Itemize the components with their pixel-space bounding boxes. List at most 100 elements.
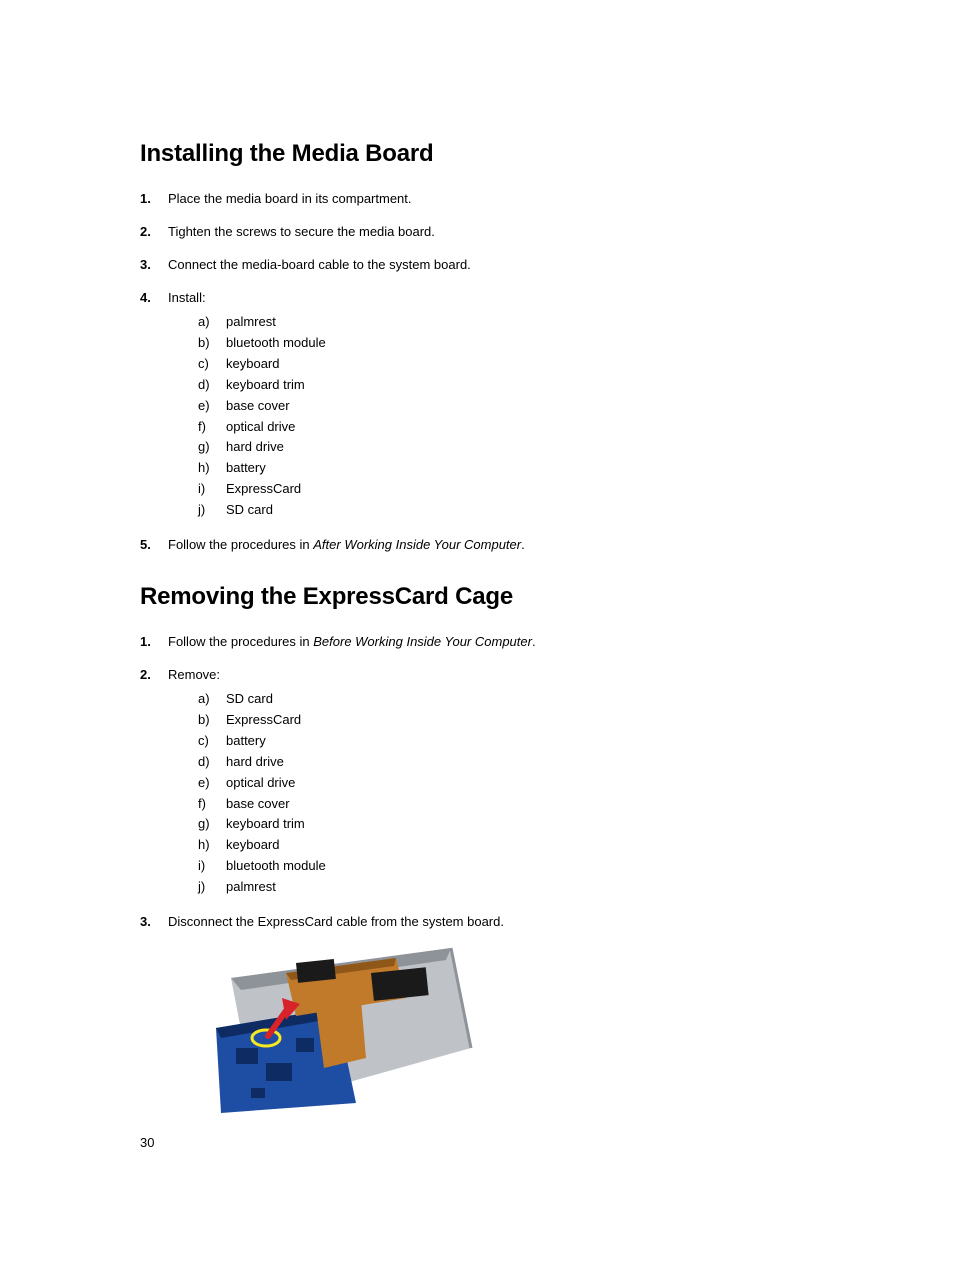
step-text: Follow the procedures in After Working I… <box>168 536 856 555</box>
step: 2. Remove: a)SD card b)ExpressCard c)bat… <box>140 666 856 899</box>
sub-text: base cover <box>226 397 290 416</box>
sub-item: i)bluetooth module <box>168 857 856 876</box>
sub-letter: c) <box>198 732 226 751</box>
sub-item: d)keyboard trim <box>168 376 856 395</box>
sub-text: bluetooth module <box>226 334 326 353</box>
sub-letter: j) <box>198 501 226 520</box>
sub-item: c)keyboard <box>168 355 856 374</box>
step: 4. Install: a)palmrest b)bluetooth modul… <box>140 289 856 522</box>
sub-letter: g) <box>198 815 226 834</box>
sub-item: a)palmrest <box>168 313 856 332</box>
lettered-sublist: a)SD card b)ExpressCard c)battery d)hard… <box>168 690 856 896</box>
step: 1. Place the media board in its compartm… <box>140 190 856 209</box>
expresscard-photo-icon <box>196 938 476 1118</box>
text-italic: Before Working Inside Your Computer <box>313 634 532 649</box>
step-number: 1. <box>140 190 168 209</box>
step-text: Follow the procedures in Before Working … <box>168 633 856 652</box>
sub-item: e)base cover <box>168 397 856 416</box>
step: 3. Connect the media-board cable to the … <box>140 256 856 275</box>
sub-text: bluetooth module <box>226 857 326 876</box>
sub-text: optical drive <box>226 418 295 437</box>
sub-text: palmrest <box>226 878 276 897</box>
step-body: Disconnect the ExpressCard cable from th… <box>168 913 856 1118</box>
step-text: Tighten the screws to secure the media b… <box>168 223 856 242</box>
sub-text: palmrest <box>226 313 276 332</box>
sub-item: b)bluetooth module <box>168 334 856 353</box>
sub-text: hard drive <box>226 438 284 457</box>
sub-text: battery <box>226 732 266 751</box>
figure <box>196 938 856 1118</box>
step: 5. Follow the procedures in After Workin… <box>140 536 856 555</box>
sub-letter: i) <box>198 857 226 876</box>
step-number: 5. <box>140 536 168 555</box>
sub-text: optical drive <box>226 774 295 793</box>
text-prefix: Follow the procedures in <box>168 537 313 552</box>
sub-letter: f) <box>198 795 226 814</box>
sub-letter: e) <box>198 397 226 416</box>
sub-text: battery <box>226 459 266 478</box>
step-number: 4. <box>140 289 168 308</box>
ordered-steps: 1. Follow the procedures in Before Worki… <box>140 633 856 1118</box>
text-suffix: . <box>521 537 525 552</box>
section-heading: Installing the Media Board <box>140 140 856 168</box>
step-text: Place the media board in its compartment… <box>168 190 856 209</box>
sub-text: hard drive <box>226 753 284 772</box>
sub-letter: a) <box>198 313 226 332</box>
sub-letter: e) <box>198 774 226 793</box>
sub-letter: f) <box>198 418 226 437</box>
step-text: Install: <box>168 290 206 305</box>
ordered-steps: 1. Place the media board in its compartm… <box>140 190 856 555</box>
lettered-sublist: a)palmrest b)bluetooth module c)keyboard… <box>168 313 856 519</box>
sub-letter: c) <box>198 355 226 374</box>
sub-item: g)keyboard trim <box>168 815 856 834</box>
sub-item: d)hard drive <box>168 753 856 772</box>
sub-item: h)keyboard <box>168 836 856 855</box>
sub-item: e)optical drive <box>168 774 856 793</box>
sub-letter: h) <box>198 459 226 478</box>
text-italic: After Working Inside Your Computer <box>313 537 521 552</box>
step-number: 2. <box>140 223 168 242</box>
sub-text: keyboard <box>226 355 279 374</box>
step-body: Remove: a)SD card b)ExpressCard c)batter… <box>168 666 856 899</box>
sub-item: g)hard drive <box>168 438 856 457</box>
step-text: Disconnect the ExpressCard cable from th… <box>168 914 504 929</box>
step-body: Install: a)palmrest b)bluetooth module c… <box>168 289 856 522</box>
page-number: 30 <box>140 1135 154 1150</box>
text-suffix: . <box>532 634 536 649</box>
section-heading: Removing the ExpressCard Cage <box>140 583 856 611</box>
sub-letter: h) <box>198 836 226 855</box>
step: 3. Disconnect the ExpressCard cable from… <box>140 913 856 1118</box>
sub-letter: a) <box>198 690 226 709</box>
text-prefix: Follow the procedures in <box>168 634 313 649</box>
sub-item: i)ExpressCard <box>168 480 856 499</box>
sub-text: SD card <box>226 690 273 709</box>
sub-text: keyboard <box>226 836 279 855</box>
sub-item: j)SD card <box>168 501 856 520</box>
sub-text: keyboard trim <box>226 815 305 834</box>
sub-letter: j) <box>198 878 226 897</box>
step: 2. Tighten the screws to secure the medi… <box>140 223 856 242</box>
step-number: 2. <box>140 666 168 685</box>
sub-letter: d) <box>198 376 226 395</box>
step-text: Remove: <box>168 667 220 682</box>
step-text: Connect the media-board cable to the sys… <box>168 256 856 275</box>
step-number: 1. <box>140 633 168 652</box>
sub-text: base cover <box>226 795 290 814</box>
sub-letter: b) <box>198 334 226 353</box>
sub-item: j)palmrest <box>168 878 856 897</box>
sub-text: keyboard trim <box>226 376 305 395</box>
sub-letter: b) <box>198 711 226 730</box>
sub-letter: i) <box>198 480 226 499</box>
sub-item: c)battery <box>168 732 856 751</box>
step-number: 3. <box>140 256 168 275</box>
sub-text: ExpressCard <box>226 711 301 730</box>
sub-item: a)SD card <box>168 690 856 709</box>
sub-item: f)optical drive <box>168 418 856 437</box>
sub-item: f)base cover <box>168 795 856 814</box>
sub-text: SD card <box>226 501 273 520</box>
sub-item: b)ExpressCard <box>168 711 856 730</box>
step: 1. Follow the procedures in Before Worki… <box>140 633 856 652</box>
step-number: 3. <box>140 913 168 932</box>
sub-text: ExpressCard <box>226 480 301 499</box>
sub-letter: g) <box>198 438 226 457</box>
